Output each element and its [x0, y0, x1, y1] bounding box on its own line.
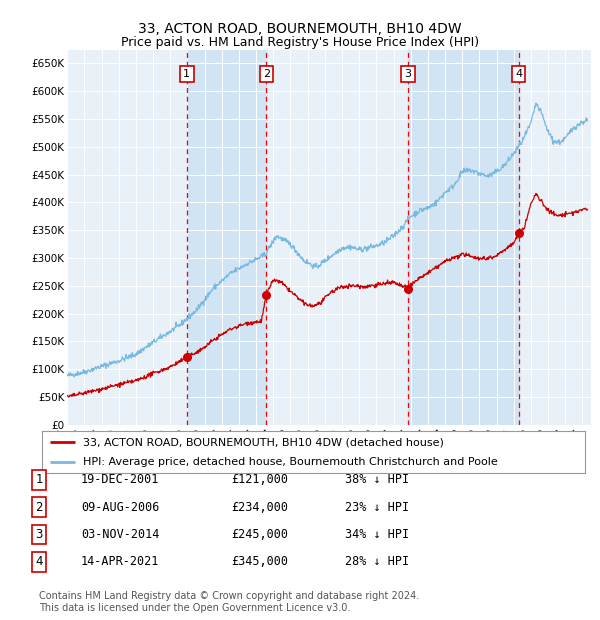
Text: £345,000: £345,000 [231, 556, 288, 568]
Text: 34% ↓ HPI: 34% ↓ HPI [345, 528, 409, 541]
Text: £234,000: £234,000 [231, 501, 288, 513]
Text: £121,000: £121,000 [231, 474, 288, 486]
Text: Contains HM Land Registry data © Crown copyright and database right 2024.: Contains HM Land Registry data © Crown c… [39, 591, 419, 601]
Text: This data is licensed under the Open Government Licence v3.0.: This data is licensed under the Open Gov… [39, 603, 350, 613]
Text: Price paid vs. HM Land Registry's House Price Index (HPI): Price paid vs. HM Land Registry's House … [121, 36, 479, 49]
Text: 23% ↓ HPI: 23% ↓ HPI [345, 501, 409, 513]
Text: 38% ↓ HPI: 38% ↓ HPI [345, 474, 409, 486]
Text: 4: 4 [35, 556, 43, 568]
Text: 14-APR-2021: 14-APR-2021 [81, 556, 160, 568]
Text: 3: 3 [404, 69, 412, 79]
Text: HPI: Average price, detached house, Bournemouth Christchurch and Poole: HPI: Average price, detached house, Bour… [83, 457, 497, 467]
Text: 2: 2 [263, 69, 270, 79]
Text: 3: 3 [35, 528, 43, 541]
Text: 33, ACTON ROAD, BOURNEMOUTH, BH10 4DW: 33, ACTON ROAD, BOURNEMOUTH, BH10 4DW [138, 22, 462, 36]
Text: 33, ACTON ROAD, BOURNEMOUTH, BH10 4DW (detached house): 33, ACTON ROAD, BOURNEMOUTH, BH10 4DW (d… [83, 437, 443, 447]
Bar [187, 50, 266, 425]
Text: 28% ↓ HPI: 28% ↓ HPI [345, 556, 409, 568]
Text: 1: 1 [35, 474, 43, 486]
Bar [408, 50, 518, 425]
Text: 2: 2 [35, 501, 43, 513]
Text: 4: 4 [515, 69, 522, 79]
Text: 03-NOV-2014: 03-NOV-2014 [81, 528, 160, 541]
Text: £245,000: £245,000 [231, 528, 288, 541]
Text: 09-AUG-2006: 09-AUG-2006 [81, 501, 160, 513]
Text: 1: 1 [183, 69, 190, 79]
Text: 19-DEC-2001: 19-DEC-2001 [81, 474, 160, 486]
